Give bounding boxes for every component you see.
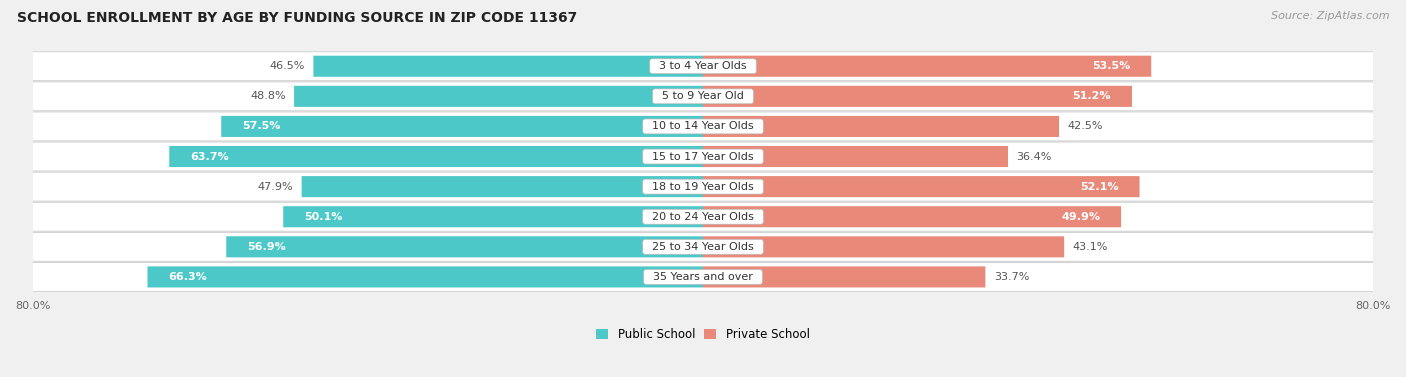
- Text: 25 to 34 Year Olds: 25 to 34 Year Olds: [645, 242, 761, 252]
- FancyBboxPatch shape: [28, 262, 1378, 291]
- Text: 36.4%: 36.4%: [1017, 152, 1052, 161]
- FancyBboxPatch shape: [703, 146, 1008, 167]
- FancyBboxPatch shape: [703, 116, 1059, 137]
- FancyBboxPatch shape: [28, 52, 1378, 81]
- FancyBboxPatch shape: [226, 236, 703, 257]
- FancyBboxPatch shape: [283, 206, 703, 227]
- Text: 18 to 19 Year Olds: 18 to 19 Year Olds: [645, 182, 761, 192]
- FancyBboxPatch shape: [169, 146, 703, 167]
- FancyBboxPatch shape: [703, 56, 1152, 77]
- FancyBboxPatch shape: [703, 236, 1064, 257]
- FancyBboxPatch shape: [294, 86, 703, 107]
- FancyBboxPatch shape: [28, 232, 1378, 261]
- Text: 10 to 14 Year Olds: 10 to 14 Year Olds: [645, 121, 761, 132]
- Text: 3 to 4 Year Olds: 3 to 4 Year Olds: [652, 61, 754, 71]
- Text: 53.5%: 53.5%: [1092, 61, 1130, 71]
- Text: 15 to 17 Year Olds: 15 to 17 Year Olds: [645, 152, 761, 161]
- FancyBboxPatch shape: [703, 176, 1139, 197]
- Text: 56.9%: 56.9%: [247, 242, 285, 252]
- Text: 33.7%: 33.7%: [994, 272, 1029, 282]
- Text: Source: ZipAtlas.com: Source: ZipAtlas.com: [1271, 11, 1389, 21]
- FancyBboxPatch shape: [314, 56, 703, 77]
- FancyBboxPatch shape: [703, 206, 1121, 227]
- Text: 35 Years and over: 35 Years and over: [647, 272, 759, 282]
- FancyBboxPatch shape: [302, 176, 703, 197]
- Text: 57.5%: 57.5%: [242, 121, 281, 132]
- Text: 42.5%: 42.5%: [1067, 121, 1102, 132]
- FancyBboxPatch shape: [28, 142, 1378, 171]
- FancyBboxPatch shape: [28, 112, 1378, 141]
- Text: 47.9%: 47.9%: [257, 182, 294, 192]
- FancyBboxPatch shape: [703, 86, 1132, 107]
- Text: 66.3%: 66.3%: [169, 272, 207, 282]
- Text: 63.7%: 63.7%: [190, 152, 229, 161]
- Text: 5 to 9 Year Old: 5 to 9 Year Old: [655, 91, 751, 101]
- Text: 49.9%: 49.9%: [1062, 212, 1099, 222]
- Text: 51.2%: 51.2%: [1073, 91, 1111, 101]
- FancyBboxPatch shape: [28, 82, 1378, 111]
- Text: 50.1%: 50.1%: [304, 212, 343, 222]
- FancyBboxPatch shape: [703, 267, 986, 288]
- FancyBboxPatch shape: [148, 267, 703, 288]
- FancyBboxPatch shape: [28, 172, 1378, 201]
- Text: 43.1%: 43.1%: [1073, 242, 1108, 252]
- Text: SCHOOL ENROLLMENT BY AGE BY FUNDING SOURCE IN ZIP CODE 11367: SCHOOL ENROLLMENT BY AGE BY FUNDING SOUR…: [17, 11, 576, 25]
- Text: 20 to 24 Year Olds: 20 to 24 Year Olds: [645, 212, 761, 222]
- Text: 52.1%: 52.1%: [1080, 182, 1119, 192]
- Text: 48.8%: 48.8%: [250, 91, 285, 101]
- Text: 46.5%: 46.5%: [270, 61, 305, 71]
- FancyBboxPatch shape: [221, 116, 703, 137]
- FancyBboxPatch shape: [28, 202, 1378, 231]
- Legend: Public School, Private School: Public School, Private School: [592, 323, 814, 346]
